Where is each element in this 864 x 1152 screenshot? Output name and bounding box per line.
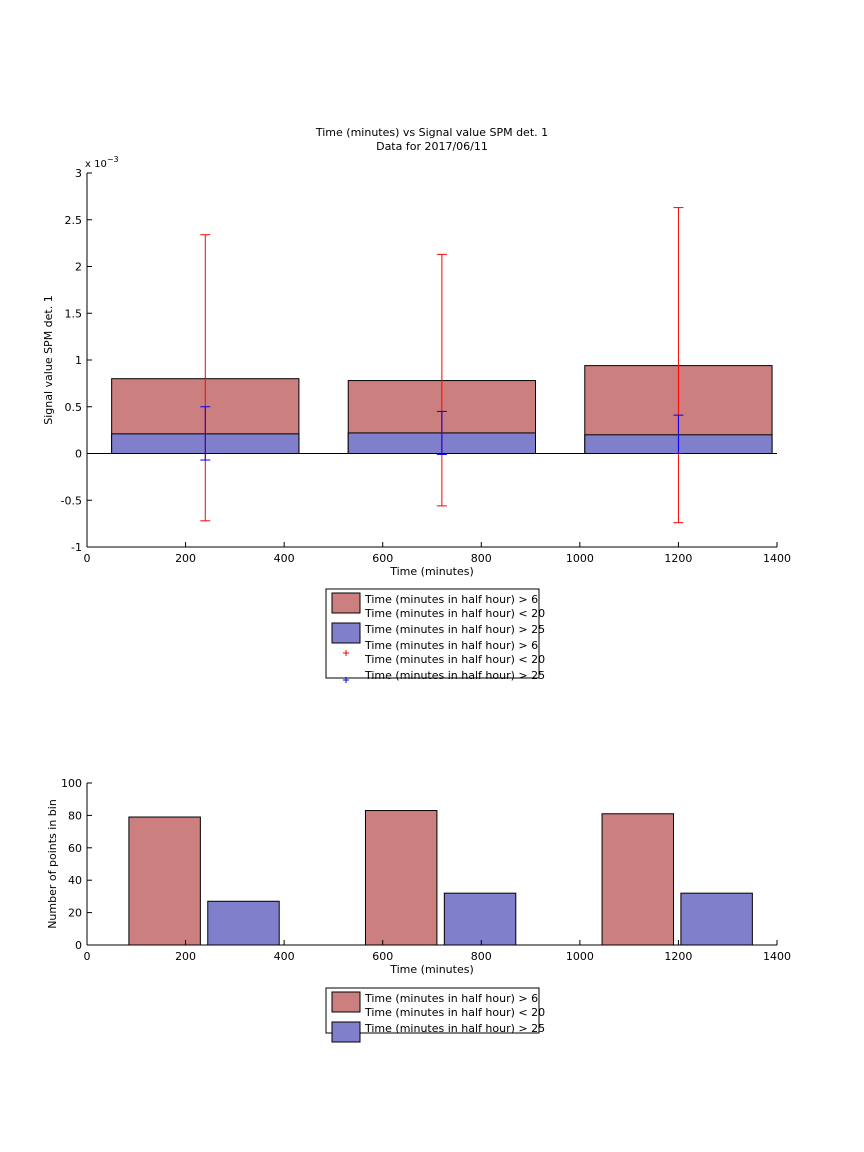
bar	[128, 816, 201, 946]
y-tick-label: 60	[68, 842, 82, 855]
y-exponent-label: x 10−3	[85, 155, 119, 170]
x-tick-label: 800	[471, 950, 492, 963]
legend-swatch	[331, 991, 361, 1013]
x-tick-label: 600	[372, 552, 393, 565]
x-tick-label: 600	[372, 950, 393, 963]
x-tick-label: 1400	[763, 950, 791, 963]
bar	[601, 813, 674, 946]
y-tick-label: 80	[68, 809, 82, 822]
y-tick-label: 2.5	[65, 214, 83, 227]
legend-label: Time (minutes in half hour) > 6	[364, 593, 538, 606]
legend-label: Time (minutes in half hour) < 20	[364, 653, 545, 666]
y-axis-label: Signal value SPM det. 1	[42, 295, 55, 425]
y-axis-label: Number of points in bin	[46, 799, 59, 929]
y-tick-label: 0	[75, 939, 82, 952]
x-tick-label: 1200	[664, 552, 692, 565]
x-tick-label: 1200	[664, 950, 692, 963]
legend-swatch	[331, 622, 361, 644]
x-tick-label: 1000	[566, 950, 594, 963]
x-tick-label: 200	[175, 950, 196, 963]
y-tick-label: 1	[75, 354, 82, 367]
legend-swatch	[331, 1021, 361, 1043]
x-tick-label: 400	[274, 552, 295, 565]
x-tick-label: 400	[274, 950, 295, 963]
chart-title: Time (minutes) vs Signal value SPM det. …	[315, 126, 548, 139]
legend-label: Time (minutes in half hour) > 25	[364, 623, 545, 636]
legend-box	[325, 987, 540, 1034]
y-tick-label: -0.5	[61, 494, 82, 507]
signal-chart: Time (minutes) vs Signal value SPM det. …	[42, 126, 791, 683]
y-tick-label: 0	[75, 448, 82, 461]
x-tick-label: 1000	[566, 552, 594, 565]
y-tick-label: 100	[61, 777, 82, 790]
legend-box	[325, 588, 540, 679]
y-tick-label: 1.5	[65, 307, 83, 320]
bar	[207, 900, 280, 946]
x-axis-label: Time (minutes)	[389, 963, 474, 976]
legend-label: Time (minutes in half hour) > 25	[364, 669, 545, 682]
y-exponent-base: x 10	[85, 159, 107, 170]
y-tick-label: 40	[68, 874, 82, 887]
x-tick-label: 800	[471, 552, 492, 565]
svg-text:x 10−3: x 10−3	[85, 155, 119, 170]
legend-swatch	[331, 592, 361, 614]
legend-label: Time (minutes in half hour) < 20	[364, 607, 545, 620]
y-tick-label: -1	[71, 541, 82, 554]
plot-area: 0 200 400 600 800 1000 1200 1400 -1 -0.5 0 0.5 1 1.5 2…	[61, 167, 791, 565]
legend-label: Time (minutes in half hour) > 6	[364, 639, 538, 652]
bar	[364, 810, 438, 946]
x-tick-label: 200	[175, 552, 196, 565]
plot-area: 0 200 400 600 800 1000 1200 1400 0 20 40 60 80 100	[61, 777, 791, 963]
legend-label: Time (minutes in half hour) > 6	[364, 992, 538, 1005]
chart-subtitle: Data for 2017/06/11	[376, 140, 488, 153]
x-tick-label: 1400	[763, 552, 791, 565]
x-tick-label: 0	[84, 950, 91, 963]
y-tick-label: 3	[75, 167, 82, 180]
x-axis-label: Time (minutes)	[389, 565, 474, 578]
x-tick-label: 0	[84, 552, 91, 565]
y-tick-label: 20	[68, 907, 82, 920]
y-tick-label: 0.5	[65, 401, 83, 414]
y-tick-label: 2	[75, 261, 82, 274]
bar	[443, 892, 517, 946]
y-exponent-power: −3	[107, 155, 119, 164]
legend-label: Time (minutes in half hour) < 20	[364, 1006, 545, 1019]
bar	[680, 892, 753, 946]
legend-label: Time (minutes in half hour) > 25	[364, 1022, 545, 1035]
count-chart: 0 200 400 600 800 1000 1200 1400 0 20 40 60 80 100 Ti…	[46, 777, 791, 1043]
